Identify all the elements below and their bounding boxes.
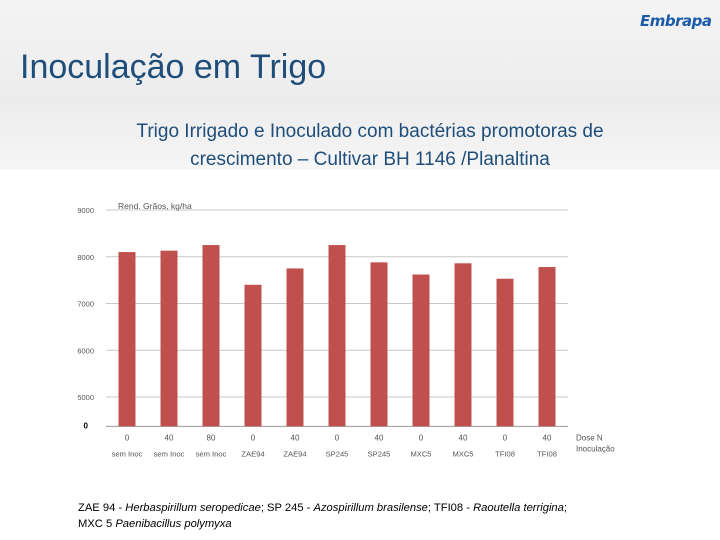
x-tick-dose-label: 0 — [125, 433, 130, 442]
slide-subtitle: Trigo Irrigado e Inoculado com bactérias… — [60, 118, 680, 174]
y-tick-label: 9000 — [77, 206, 94, 215]
x-tick-dose-label: 40 — [291, 433, 300, 442]
x-tick-dose-label: 80 — [207, 433, 216, 442]
y-tick-label: 5000 — [77, 393, 94, 402]
bar — [202, 245, 220, 427]
page-title: Inoculação em Trigo — [20, 48, 327, 86]
y-tick-label: 8000 — [77, 253, 94, 262]
caption-text: ; SP 245 - — [260, 502, 314, 514]
header-background — [0, 0, 720, 170]
bar — [244, 284, 262, 427]
x-tick-treatment-label: SP245 — [368, 449, 391, 458]
x-axis-label-inoculation: Inoculação — [576, 444, 615, 453]
caption-text: MXC 5 — [78, 518, 116, 530]
x-tick-treatment-label: MXC5 — [452, 449, 473, 458]
bar — [328, 245, 346, 427]
x-tick-dose-label: 0 — [503, 433, 508, 442]
species-caption: ZAE 94 - Herbaspirillum seropedicae; SP … — [78, 500, 698, 532]
y-zero-label: 0 — [84, 421, 89, 430]
bar — [496, 278, 514, 427]
caption-species: Herbaspirillum seropedicae — [125, 502, 261, 514]
caption-species: Azospirillum brasilense — [313, 502, 428, 514]
bar — [370, 262, 388, 427]
x-tick-treatment-label: ZAE94 — [283, 449, 306, 458]
x-tick-treatment-label: ZAE94 — [241, 449, 264, 458]
x-tick-dose-label: 0 — [335, 433, 340, 442]
caption-species: Paenibacillus polymyxa — [115, 518, 232, 530]
bar — [538, 267, 556, 427]
caption-text: ; TFI08 - — [427, 502, 474, 514]
y-tick-label: 6000 — [77, 346, 94, 355]
bar — [160, 250, 178, 427]
x-tick-dose-label: 0 — [251, 433, 256, 442]
bar — [454, 263, 472, 427]
caption-text: ZAE 94 - — [78, 502, 126, 514]
x-tick-treatment-label: SP245 — [326, 449, 349, 458]
x-tick-treatment-label: sem Inoc — [154, 449, 185, 458]
embrapa-logo: Embrapa — [640, 12, 712, 34]
bar — [118, 252, 136, 427]
x-tick-treatment-label: sem Inoc — [196, 449, 227, 458]
caption-text: ; — [563, 502, 567, 514]
subtitle-line-2: crescimento – Cultivar BH 1146 /Planalti… — [190, 149, 550, 170]
x-tick-dose-label: 40 — [459, 433, 468, 442]
y-tick-label: 7000 — [77, 300, 94, 309]
x-tick-treatment-label: TFI08 — [537, 449, 557, 458]
x-tick-treatment-label: TFI08 — [495, 449, 515, 458]
y-axis-label: Rend. Grãos, kg/ha — [118, 201, 192, 211]
x-tick-dose-label: 40 — [375, 433, 384, 442]
x-tick-dose-label: 40 — [543, 433, 552, 442]
x-tick-dose-label: 40 — [165, 433, 174, 442]
bar — [286, 268, 304, 427]
x-tick-treatment-label: sem Inoc — [112, 449, 143, 458]
subtitle-line-1: Trigo Irrigado e Inoculado com bactérias… — [136, 121, 604, 142]
x-axis-label-dose: Dose N — [576, 433, 603, 442]
x-tick-treatment-label: MXC5 — [410, 449, 431, 458]
bar — [412, 274, 430, 427]
logo-text: Embrapa — [640, 12, 712, 30]
chart-panel: 9000 8000 7000 6000 5000 0 Rend. Grãos, kg/ha 0… — [72, 192, 615, 488]
x-tick-dose-label: 0 — [419, 433, 424, 442]
caption-species: Raoutella terrigina — [473, 502, 564, 514]
